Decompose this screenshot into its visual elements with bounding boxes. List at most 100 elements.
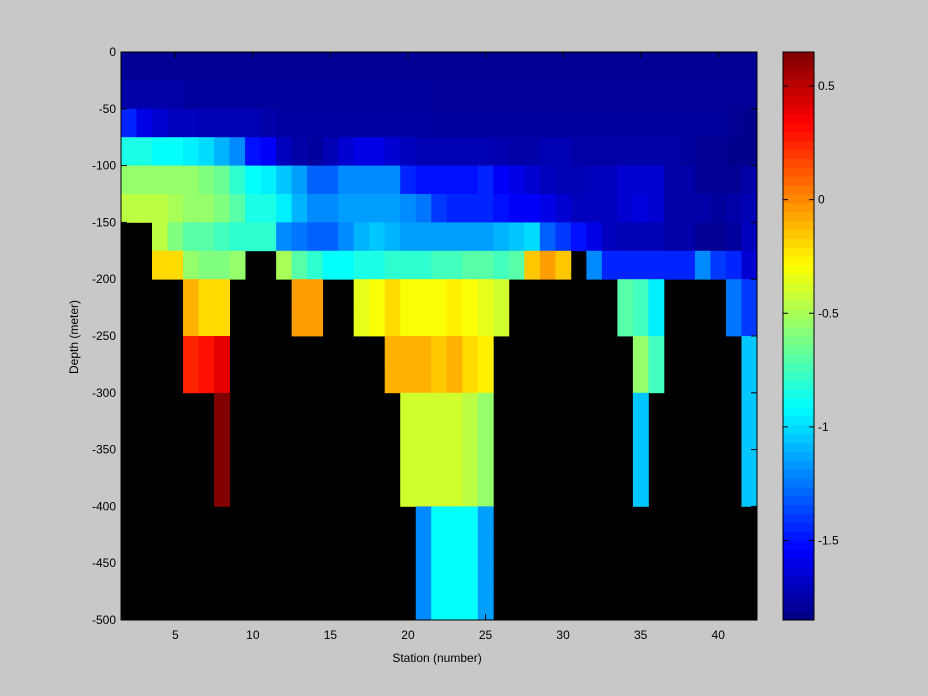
heatmap-cell [632,108,649,138]
heatmap-cell [183,194,199,223]
heatmap-cell [446,336,463,365]
heatmap-cell [136,52,153,81]
heatmap-cell [415,165,432,195]
heatmap-cell [214,194,230,223]
heatmap-cell [601,52,618,81]
heatmap-cell [307,80,324,110]
heatmap-cell [369,80,386,110]
heatmap-cell [725,250,742,280]
heatmap-cell [322,137,339,166]
heatmap-cell [307,52,324,81]
heatmap-cell [307,222,324,252]
y-tick-label: -50 [99,102,117,116]
colorbar-segment [783,140,814,151]
heatmap-cell [167,222,184,252]
colorbar-segment [783,273,814,284]
colorbar-segment [783,469,814,479]
heatmap-cell [431,392,448,422]
colorbar-segment [783,158,814,168]
heatmap-cell [400,336,417,365]
heatmap-cell [663,80,680,110]
heatmap-cell [555,52,572,81]
x-tick-label: 25 [479,628,493,642]
heatmap-cell [508,194,525,223]
heatmap-cell [617,222,634,252]
heatmap-cell [322,108,339,138]
heatmap-cell [462,449,479,479]
heatmap-cell [431,194,448,223]
heatmap-cell [198,52,215,81]
heatmap-cell [291,307,308,337]
colorbar-segment [783,549,814,559]
heatmap-cell [539,165,556,195]
heatmap-cell [167,165,184,195]
colorbar-segment [783,566,814,577]
x-axis-label: Station (number) [392,651,481,665]
heatmap-cell [477,307,494,337]
heatmap-cell [555,80,572,110]
heatmap-cell [462,80,479,110]
heatmap-cell [136,194,153,223]
heatmap-cell [353,80,370,110]
heatmap-cell [679,222,696,252]
heatmap-cell [617,137,634,166]
heatmap-cell [617,108,634,138]
heatmap-cell [338,250,355,280]
heatmap-cell [400,364,417,394]
heatmap-cell [198,336,215,365]
heatmap-cell [601,250,618,280]
heatmap-cell [198,137,215,166]
heatmap-cell [214,108,230,138]
heatmap-cell [741,392,758,422]
heatmap-cell [400,194,417,223]
heatmap-cell [183,250,199,280]
heatmap-cell [477,80,494,110]
heatmap-cell [539,222,556,252]
heatmap-cell [632,52,649,81]
heatmap-cell [477,506,494,536]
colorbar-segment [783,593,814,603]
colorbar-segment [783,309,814,319]
heatmap-cell [477,279,494,308]
heatmap-cell [570,165,587,195]
colorbar-segment [783,327,814,337]
heatmap-cell [446,392,463,422]
heatmap-cell [276,80,293,110]
heatmap-cell [431,279,448,308]
heatmap-cell [167,250,184,280]
heatmap-cell [400,392,417,422]
heatmap-cell [245,52,262,81]
heatmap-cell [694,165,711,195]
heatmap-cell [214,392,230,422]
heatmap-cell [400,222,417,252]
heatmap-cell [431,222,448,252]
heatmap-cell [415,392,432,422]
heatmap-cell [322,194,339,223]
heatmap-cell [648,250,665,280]
colorbar-segment [783,575,814,586]
heatmap-cell [462,336,479,365]
heatmap-cell [694,52,711,81]
heatmap-cell [400,108,417,138]
heatmap-cell [245,194,262,223]
heatmap-cell [725,165,742,195]
heatmap-cell [121,165,137,195]
heatmap-cell [214,52,230,81]
heatmap-cell [601,194,618,223]
y-tick-label: -100 [92,159,116,173]
heatmap-cell [462,222,479,252]
heatmap-cell [632,222,649,252]
heatmap-cell [446,222,463,252]
heatmap-cell [524,250,541,280]
heatmap-cell [477,52,494,81]
heatmap-cell [431,137,448,166]
heatmap-cell [214,222,230,252]
heatmap-cell [710,222,727,252]
heatmap-cell [446,506,463,536]
heatmap-cell [524,194,541,223]
colorbar-tick-label: -1.5 [818,533,839,547]
heatmap-cell [617,194,634,223]
heatmap-cell [446,137,463,166]
heatmap-cell [384,279,401,308]
heatmap-cell [353,165,370,195]
